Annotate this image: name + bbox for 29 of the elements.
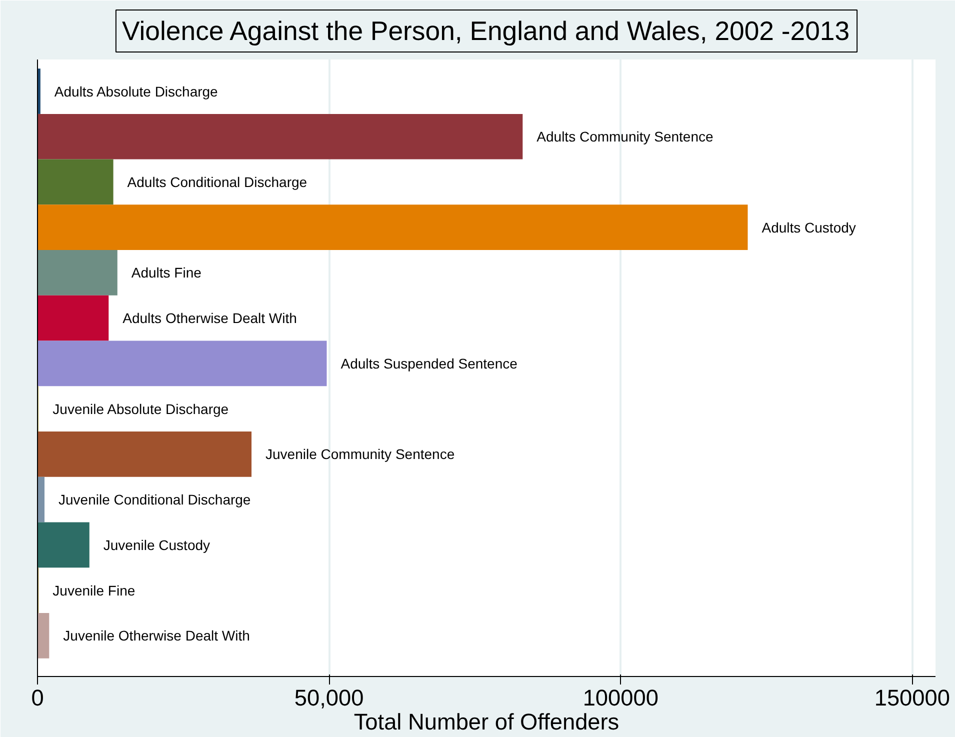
y-tick-label: Adults Custody (762, 219, 856, 236)
y-tick-label: Juvenile Otherwise Dealt With (63, 628, 250, 644)
bar (38, 295, 109, 341)
bar (38, 476, 44, 522)
y-tick-label: Adults Absolute Discharge (54, 83, 218, 100)
bar (38, 340, 327, 386)
x-tick-label: 50,000 (294, 684, 364, 710)
y-tick-label: Adults Community Sentence (536, 128, 714, 145)
bar (38, 159, 114, 205)
bar (38, 612, 50, 658)
y-tick-label: Juvenile Fine (52, 582, 136, 598)
y-tick-label: Adults Fine (131, 264, 202, 281)
y-tick-label: Adults Conditional Discharge (127, 174, 308, 190)
bar (38, 432, 252, 477)
x-tick-label: 100000 (582, 684, 658, 710)
y-tick-label: Adults Suspended Sentence (340, 355, 518, 372)
y-tick-label: Juvenile Absolute Discharge (52, 400, 229, 417)
chart-title: Violence Against the Person, England and Wales, 2002 -2013 (122, 16, 850, 46)
y-tick-label: Juvenile Community Sentence (266, 446, 455, 462)
x-tick-label: 0 (31, 684, 44, 710)
x-tick-label: 150000 (874, 684, 950, 710)
bar (38, 522, 90, 568)
bar (38, 250, 118, 296)
y-tick-label: Adults Otherwise Dealt With (122, 310, 297, 326)
x-axis-title: Total Number of Offenders (354, 708, 620, 734)
bar (38, 114, 523, 160)
y-tick-label: Juvenile Custody (103, 536, 210, 553)
bar (38, 204, 748, 250)
y-tick-label: Juvenile Conditional Discharge (58, 492, 251, 508)
